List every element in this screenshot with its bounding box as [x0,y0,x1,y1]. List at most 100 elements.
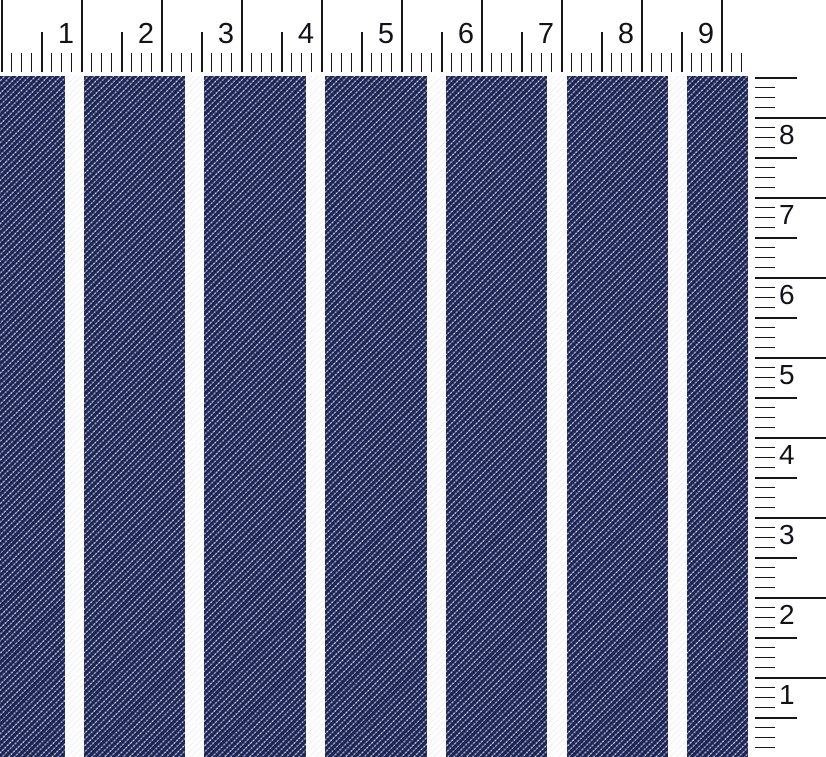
eighth-inch-tick [755,667,775,669]
eighth-inch-tick [755,747,775,749]
eighth-inch-tick [621,53,623,72]
eighth-inch-tick [21,53,23,72]
fabric-stripe [204,76,306,757]
eighth-inch-tick [91,53,93,72]
eighth-inch-tick [611,53,613,72]
ruler-number: 4 [779,439,795,470]
fabric-stripe [566,76,668,757]
half-inch-line [755,157,797,159]
ruler-number: 9 [697,18,714,50]
eighth-inch-tick [661,53,663,72]
half-inch-line [755,317,797,319]
inch-tick [161,0,163,72]
eighth-inch-tick [755,377,775,379]
eighth-inch-tick [61,53,63,72]
eighth-inch-tick [111,53,113,72]
eighth-inch-tick [331,53,333,72]
eighth-inch-tick [755,607,775,609]
eighth-inch-tick [755,647,775,649]
eighth-inch-tick [755,367,775,369]
half-inch-tick [601,32,603,72]
eighth-inch-tick [501,53,503,72]
eighth-inch-tick [755,347,775,349]
eighth-inch-tick [131,53,133,72]
eighth-inch-tick [755,497,775,499]
eighth-inch-tick [755,187,775,189]
eighth-inch-tick [271,53,273,72]
half-inch-tick [41,32,43,72]
eighth-inch-tick [691,53,693,72]
half-inch-tick [201,32,203,72]
eighth-inch-tick [51,53,53,72]
half-inch-line [755,557,797,559]
ruler-number: 1 [57,18,74,50]
eighth-inch-tick [71,53,73,72]
eighth-inch-tick [631,53,633,72]
inch-tick [321,0,323,72]
ruler-number: 6 [779,279,795,310]
eighth-inch-tick [755,657,775,659]
half-inch-line [755,477,797,479]
eighth-inch-tick [101,53,103,72]
eighth-inch-tick [755,417,775,419]
eighth-inch-tick [755,97,775,99]
eighth-inch-tick [151,53,153,72]
eighth-inch-tick [755,207,775,209]
eighth-inch-tick [581,53,583,72]
eighth-inch-tick [755,467,775,469]
ruler-number: 3 [217,18,234,50]
inch-line [755,517,826,519]
eighth-inch-tick [421,53,423,72]
eighth-inch-tick [591,53,593,72]
eighth-inch-tick [755,87,775,89]
eighth-inch-tick [755,687,775,689]
eighth-inch-tick [755,337,775,339]
eighth-inch-tick [755,457,775,459]
ruler-number: 4 [297,18,314,50]
ruler-number: 5 [377,18,394,50]
eighth-inch-tick [755,387,775,389]
eighth-inch-tick [221,53,223,72]
fabric-stripe [83,76,186,757]
eighth-inch-tick [391,53,393,72]
inch-line [755,277,826,279]
half-inch-tick [121,32,123,72]
inch-tick [1,0,3,72]
ruler-number: 5 [779,359,795,390]
eighth-inch-tick [755,447,775,449]
eighth-inch-tick [301,53,303,72]
eighth-inch-tick [381,53,383,72]
eighth-inch-tick [755,267,775,269]
inch-line [755,597,826,599]
eighth-inch-tick [755,567,775,569]
ruler-number: 8 [617,18,634,50]
eighth-inch-tick [755,707,775,709]
inch-line [755,437,826,439]
inch-tick [641,0,643,72]
eighth-inch-tick [181,53,183,72]
half-inch-tick [681,32,683,72]
half-inch-tick [521,32,523,72]
eighth-inch-tick [431,53,433,72]
eighth-inch-tick [755,587,775,589]
eighth-inch-tick [291,53,293,72]
eighth-inch-tick [261,53,263,72]
half-inch-tick [281,32,283,72]
eighth-inch-tick [755,327,775,329]
eighth-inch-tick [211,53,213,72]
eighth-inch-tick [341,53,343,72]
half-inch-tick [441,32,443,72]
eighth-inch-tick [541,53,543,72]
eighth-inch-tick [755,167,775,169]
eighth-inch-tick [141,53,143,72]
eighth-inch-tick [755,307,775,309]
ruler-number: 8 [779,119,795,150]
eighth-inch-tick [671,53,673,72]
eighth-inch-tick [755,127,775,129]
eighth-inch-tick [311,53,313,72]
right-ruler: 8 7 6 5 4 3 2 1 [755,75,826,757]
half-inch-line [755,717,797,719]
eighth-inch-tick [471,53,473,72]
half-inch-line [755,237,797,239]
eighth-inch-tick [461,53,463,72]
